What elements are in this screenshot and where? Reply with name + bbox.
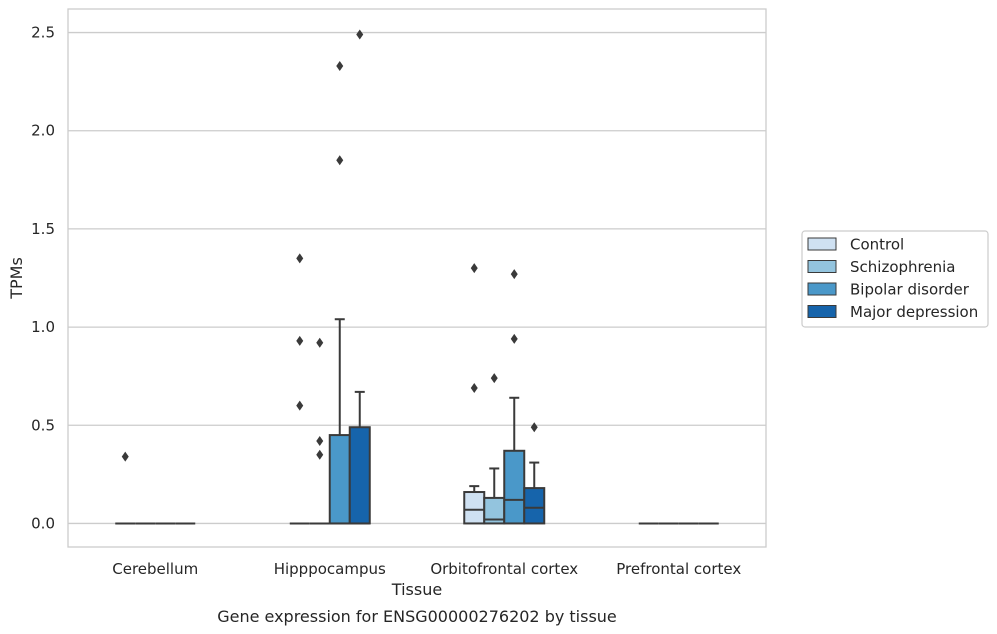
box-major-depression	[523, 422, 546, 525]
outlier-point	[356, 29, 364, 40]
legend-frame	[801, 230, 989, 328]
box-body	[523, 487, 546, 525]
box-major-depression	[348, 29, 371, 525]
outlier-point	[336, 60, 344, 71]
legend-label: Bipolar disorder	[850, 281, 970, 299]
outlier-point	[296, 335, 304, 346]
box-body	[348, 426, 371, 525]
box-bipolar-disorder	[328, 60, 351, 525]
legend-swatch	[807, 282, 837, 296]
outlier-point	[296, 253, 304, 264]
y-tick-label: 2.5	[31, 24, 55, 42]
box-body	[503, 449, 526, 525]
outlier-point	[470, 382, 478, 393]
y-axis-ticks: 0.0 0.5 1.0 1.5 2.0 2.5	[31, 24, 55, 533]
y-tick-label: 0.0	[31, 514, 55, 532]
x-tick-label: Orbitofrontal cortex	[430, 560, 578, 578]
y-tick-label: 2.0	[31, 122, 55, 140]
legend-swatch	[807, 260, 837, 273]
y-axis-label: TPMs	[7, 257, 26, 300]
x-tick-label: Cerebellum	[112, 560, 198, 578]
x-axis-ticks: Cerebellum Hipppocampus Orbitofrontal cort…	[112, 560, 741, 578]
box-bipolar-disorder	[503, 269, 526, 525]
legend-swatch	[807, 305, 837, 318]
outlier-point	[490, 373, 498, 384]
box-body	[463, 491, 486, 525]
outlier-point	[316, 337, 324, 348]
legend-label: Schizophrenia	[850, 258, 955, 276]
box-control	[463, 263, 486, 525]
outlier-point	[316, 435, 324, 446]
outlier-point	[530, 422, 538, 433]
outlier-point	[296, 400, 304, 411]
box-control	[289, 253, 310, 525]
outlier-point	[121, 451, 129, 462]
box-schizophrenia	[309, 337, 330, 525]
y-tick-label: 0.5	[31, 416, 55, 434]
box-control	[115, 451, 136, 525]
plot-frame	[67, 8, 767, 548]
legend: Control Schizophrenia Bipolar disorder Majo…	[801, 230, 989, 328]
box-schizophrenia	[483, 373, 506, 525]
outlier-point	[316, 449, 324, 460]
outlier-point	[510, 333, 518, 344]
grid-lines	[68, 31, 766, 525]
x-tick-label: Hipppocampus	[274, 560, 386, 578]
outlier-point	[470, 263, 478, 274]
chart-caption: Gene expression for ENSG00000276202 by t…	[217, 607, 617, 626]
legend-label: Major depression	[850, 303, 978, 321]
legend-swatch	[807, 237, 837, 251]
plot-marks	[115, 29, 719, 525]
y-tick-label: 1.5	[31, 220, 55, 238]
x-axis-label: Tissue	[391, 580, 442, 599]
outlier-point	[336, 155, 344, 166]
legend-label: Control	[850, 236, 904, 254]
box-body	[328, 434, 351, 525]
x-tick-label: Prefrontal cortex	[616, 560, 741, 578]
outlier-point	[510, 269, 518, 280]
y-tick-label: 1.0	[31, 318, 55, 336]
